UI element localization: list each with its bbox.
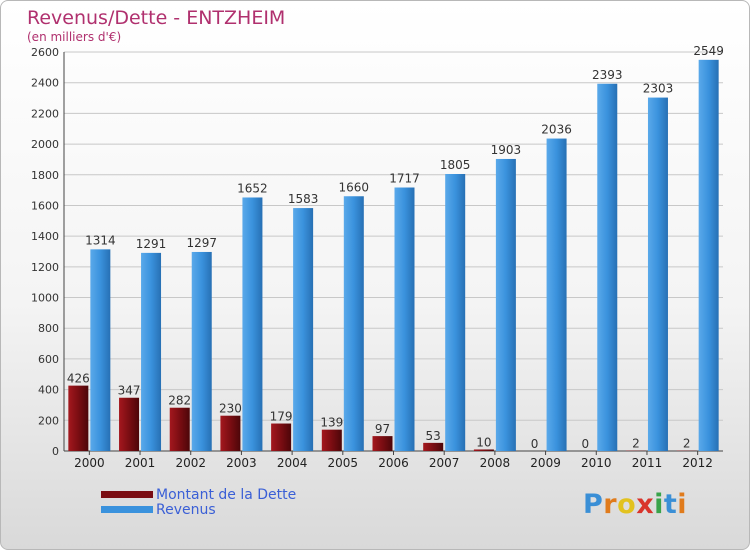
data-label-revenue: 2036	[541, 123, 572, 137]
y-tick-label: 800	[38, 322, 59, 335]
data-label-debt: 0	[531, 437, 539, 451]
data-label-debt: 347	[118, 384, 141, 398]
x-tick-label: 2003	[226, 456, 257, 470]
x-tick-label: 2011	[632, 456, 663, 470]
bar-debt	[321, 429, 342, 451]
proxiti-logo: Proxiti	[583, 489, 687, 520]
y-tick-label: 2600	[31, 46, 59, 59]
bar-revenue	[242, 197, 263, 451]
data-label-debt: 139	[320, 416, 343, 430]
bar-revenue	[495, 158, 516, 451]
bar-revenue	[597, 83, 618, 451]
y-tick-label: 2400	[31, 77, 59, 90]
data-label-revenue: 2393	[592, 68, 623, 82]
legend-swatch-revenue	[101, 506, 153, 513]
data-label-revenue: 1660	[339, 180, 370, 194]
bar-revenue	[293, 208, 314, 451]
x-tick-label: 2008	[480, 456, 511, 470]
data-label-debt: 426	[67, 372, 90, 386]
data-label-debt: 282	[168, 394, 191, 408]
bar-revenue	[191, 251, 212, 451]
data-label-debt: 2	[683, 437, 691, 451]
logo-letter: x	[636, 489, 655, 520]
bar-revenue	[141, 252, 162, 451]
data-label-debt: 53	[426, 429, 441, 443]
y-tick-label: 2000	[31, 138, 59, 151]
data-label-revenue: 2303	[643, 82, 674, 96]
data-label-debt: 10	[476, 435, 491, 449]
logo-letter: t	[663, 489, 678, 520]
y-tick-label: 600	[38, 353, 59, 366]
bar-debt	[372, 436, 393, 451]
bar-debt	[423, 442, 444, 451]
legend-label-debt: Montant de la Dette	[156, 486, 297, 503]
bar-revenue	[90, 249, 111, 451]
logo-letter: i	[677, 489, 688, 520]
bar-revenue	[647, 97, 668, 452]
legend-item-revenue: Revenus	[101, 501, 296, 518]
x-tick-label: 2012	[682, 456, 713, 470]
bar-debt	[271, 423, 292, 451]
bar-debt	[68, 385, 89, 451]
data-label-revenue: 1291	[136, 237, 167, 251]
x-tick-label: 2005	[328, 456, 359, 470]
logo-letter: o	[617, 489, 637, 520]
y-tick-label: 2200	[31, 107, 59, 120]
data-label-revenue: 1717	[389, 172, 420, 186]
bar-revenue	[394, 187, 415, 452]
data-label-revenue: 1314	[85, 233, 116, 247]
data-label-debt: 0	[581, 437, 589, 451]
legend-swatch-debt	[101, 491, 153, 498]
data-label-debt: 179	[270, 410, 293, 424]
bar-revenue	[445, 174, 466, 451]
x-tick-label: 2009	[530, 456, 561, 470]
x-tick-label: 2007	[429, 456, 460, 470]
x-tick-label: 2002	[175, 456, 206, 470]
legend-label-revenue: Revenus	[156, 501, 216, 518]
data-label-revenue: 1652	[237, 181, 268, 195]
bar-debt	[220, 415, 241, 451]
y-tick-label: 1800	[31, 169, 59, 182]
legend-item-debt: Montant de la Dette	[101, 486, 297, 503]
y-tick-label: 0	[52, 445, 59, 458]
data-label-revenue: 1805	[440, 158, 471, 172]
chart-subtitle: (en milliers d'€)	[27, 30, 122, 44]
data-label-revenue: 1903	[491, 143, 522, 157]
data-label-revenue: 2549	[693, 44, 724, 58]
x-tick-label: 2010	[581, 456, 612, 470]
y-tick-label: 200	[38, 414, 59, 427]
data-label-revenue: 1583	[288, 192, 319, 206]
logo-letter: P	[583, 489, 604, 520]
x-tick-label: 2001	[125, 456, 156, 470]
y-tick-label: 1400	[31, 230, 59, 243]
bar-revenue	[343, 196, 364, 451]
y-tick-label: 1200	[31, 261, 59, 274]
bar-debt	[473, 449, 494, 451]
y-tick-label: 1600	[31, 199, 59, 212]
x-tick-label: 2000	[74, 456, 105, 470]
logo-letter: i	[654, 489, 664, 520]
data-label-debt: 230	[219, 402, 242, 416]
chart-title: Revenus/Dette - ENTZHEIM	[27, 7, 286, 29]
x-tick-label: 2006	[378, 456, 409, 470]
data-label-revenue: 1297	[186, 236, 217, 250]
bar-debt	[119, 397, 140, 451]
bar-debt	[169, 407, 190, 451]
y-tick-label: 1000	[31, 292, 59, 305]
logo-letter: r	[603, 489, 618, 520]
y-tick-label: 400	[38, 384, 59, 397]
legend: Montant de la Dette Revenus	[101, 486, 297, 518]
bar-revenue	[698, 59, 719, 451]
data-label-debt: 2	[632, 437, 640, 451]
bar-revenue	[546, 138, 567, 451]
data-label-debt: 97	[375, 422, 390, 436]
x-tick-label: 2004	[277, 456, 308, 470]
